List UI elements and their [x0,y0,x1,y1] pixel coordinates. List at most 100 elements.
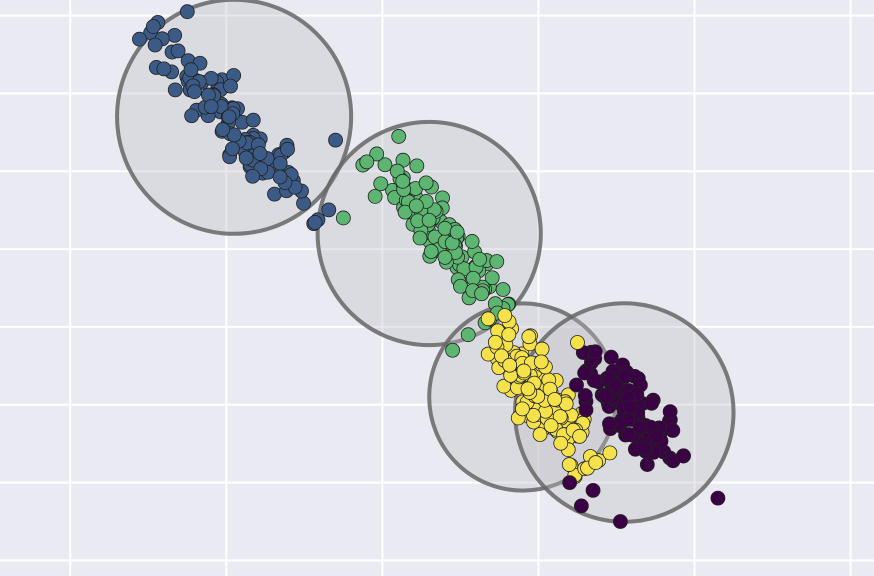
data-point-outlier-4 [585,482,601,498]
data-point-s2 [561,457,577,472]
data-point-s1 [409,158,425,174]
data-point-s1 [377,157,393,173]
data-point-s3 [586,373,602,388]
data-point-s1 [373,176,389,192]
data-point-s2 [520,381,536,397]
data-point-outlier-0 [562,475,578,490]
data-point-s1 [464,234,480,249]
data-point-s2 [533,354,549,370]
data-point-s2 [547,392,563,407]
data-point-s3 [617,369,633,384]
data-point-outlier-1 [573,498,589,514]
data-point-s3 [649,429,665,445]
data-point-s0 [167,27,183,43]
data-point-s2 [521,329,537,345]
data-point-s1 [395,173,411,189]
data-point-s2 [502,357,518,373]
data-point-s1 [421,212,437,228]
data-point-s2 [552,409,568,425]
data-point-s1 [418,175,434,191]
data-point-s3 [577,388,593,403]
data-point-s0 [203,99,219,115]
data-point-s2 [516,363,532,379]
data-point-s0 [187,84,202,100]
data-point-s2 [501,327,517,342]
data-point-s0 [183,62,199,78]
data-point-outlier-3 [710,490,726,506]
data-point-s1 [465,270,481,286]
data-point-outlier-5 [335,210,351,226]
data-point-s3 [569,377,584,393]
data-point-outlier-8 [570,335,585,350]
data-point-s0 [307,215,323,230]
data-point-s1 [397,204,413,220]
data-point-s0 [272,169,288,185]
data-point-s0 [145,19,161,34]
data-point-s1 [408,198,424,214]
data-point-s0 [321,202,337,218]
data-point-s3 [622,399,638,415]
data-point-s1 [495,282,511,297]
data-point-s2 [494,348,509,364]
data-point-s3 [608,377,624,393]
data-point-s2 [534,341,550,357]
data-point-s1 [423,244,439,259]
data-point-s2 [497,308,513,323]
data-point-s1 [484,270,500,286]
data-point-s3 [636,440,652,456]
data-points [132,4,726,529]
data-point-s0 [223,78,238,94]
data-point-s0 [296,195,311,211]
data-point-outlier-9 [328,132,343,148]
data-point-s0 [252,146,268,161]
data-point-s0 [132,31,147,47]
data-point-s0 [215,122,231,137]
data-point-s2 [553,435,569,451]
data-point-s3 [597,388,613,404]
data-point-s3 [639,457,655,472]
data-point-s1 [412,230,428,246]
data-point-s2 [602,445,618,461]
data-point-s3 [603,349,619,365]
data-point-s2 [526,407,541,423]
data-point-s0 [147,37,163,53]
data-point-s0 [167,82,183,98]
data-point-s1 [449,224,465,240]
data-point-s2 [588,455,604,470]
data-point-s1 [472,251,488,267]
data-point-s2 [487,334,503,350]
data-point-s0 [272,155,288,171]
data-point-s0 [184,108,200,124]
data-point-s3 [578,402,594,418]
data-point-s1 [359,154,375,170]
data-point-outlier-2 [612,514,628,529]
data-point-s3 [662,404,678,420]
data-point-s0 [156,61,172,77]
data-point-outlier-10 [179,4,195,20]
data-point-s3 [587,344,603,360]
data-point-s1 [489,254,505,269]
data-point-s2 [572,428,588,444]
data-point-s0 [238,150,254,166]
data-point-s3 [665,423,681,438]
data-point-s1 [453,278,468,294]
data-point-s2 [532,427,548,442]
data-point-s3 [621,427,637,442]
data-point-s0 [221,109,237,125]
data-point-s2 [480,311,496,327]
data-point-s0 [280,141,295,157]
data-point-s2 [543,418,559,434]
data-point-s3 [676,448,691,464]
data-point-s2 [514,401,530,417]
data-point-s3 [632,419,648,435]
data-point-outlier-6 [460,327,476,343]
data-point-outlier-7 [445,342,461,358]
data-point-s0 [225,141,240,157]
data-point-s3 [602,416,617,432]
data-point-s3 [644,395,660,411]
data-point-s1 [391,129,407,144]
data-point-s1 [437,249,453,265]
data-point-s1 [369,146,385,162]
